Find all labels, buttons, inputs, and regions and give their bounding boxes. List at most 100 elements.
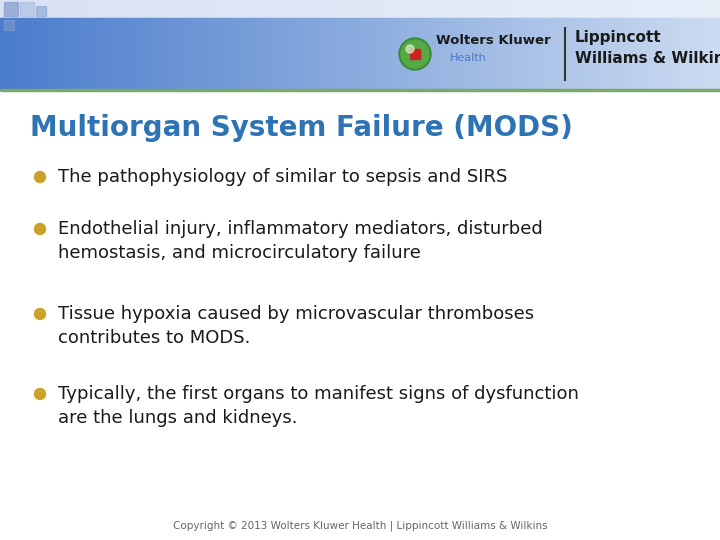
Bar <box>374 0 377 18</box>
Bar <box>271 0 274 18</box>
Bar <box>557 0 559 18</box>
Bar <box>497 18 500 90</box>
Circle shape <box>406 45 414 53</box>
Bar <box>29 0 32 18</box>
Bar <box>698 18 701 90</box>
Bar <box>94 0 96 18</box>
Bar <box>207 18 210 90</box>
Bar <box>156 18 159 90</box>
Bar <box>660 0 663 18</box>
Bar <box>185 18 188 90</box>
Bar <box>430 0 433 18</box>
Bar <box>322 18 325 90</box>
Bar <box>343 0 346 18</box>
Bar <box>96 0 99 18</box>
Bar <box>581 18 584 90</box>
Bar <box>367 0 370 18</box>
Bar <box>398 0 401 18</box>
Bar <box>27 0 30 18</box>
Bar <box>168 18 171 90</box>
Bar <box>502 18 505 90</box>
Bar <box>665 18 667 90</box>
Bar <box>14 18 17 90</box>
Bar <box>600 0 603 18</box>
Bar <box>533 0 536 18</box>
Bar <box>535 0 538 18</box>
Bar <box>115 18 118 90</box>
Bar <box>250 0 253 18</box>
Bar <box>456 0 459 18</box>
Bar <box>358 0 361 18</box>
Bar <box>106 18 109 90</box>
Bar <box>691 18 694 90</box>
Bar <box>297 0 300 18</box>
Bar <box>101 0 104 18</box>
Bar <box>77 0 80 18</box>
Bar <box>398 18 401 90</box>
Bar <box>531 18 534 90</box>
Bar <box>283 0 286 18</box>
Bar <box>79 18 82 90</box>
Bar <box>65 0 68 18</box>
Bar <box>91 18 94 90</box>
Bar <box>547 18 550 90</box>
Bar <box>192 0 195 18</box>
Bar <box>110 0 113 18</box>
Bar <box>12 18 15 90</box>
Bar <box>552 0 555 18</box>
Bar <box>202 18 204 90</box>
Bar <box>348 0 351 18</box>
Bar <box>127 18 130 90</box>
Bar <box>684 18 687 90</box>
Bar <box>670 18 672 90</box>
Bar <box>718 0 720 18</box>
Bar <box>41 0 44 18</box>
Bar <box>410 49 420 59</box>
Bar <box>223 0 226 18</box>
Bar <box>646 18 649 90</box>
Bar <box>675 18 678 90</box>
Bar <box>286 0 289 18</box>
Bar <box>456 18 459 90</box>
Bar <box>475 18 478 90</box>
Bar <box>391 18 394 90</box>
Bar <box>171 0 174 18</box>
Bar <box>223 18 226 90</box>
Bar <box>192 18 195 90</box>
Bar <box>324 18 327 90</box>
Bar <box>593 0 595 18</box>
Bar <box>290 0 293 18</box>
Bar <box>639 18 642 90</box>
Bar <box>67 18 70 90</box>
Bar <box>247 18 250 90</box>
Bar <box>99 18 102 90</box>
Bar <box>48 0 51 18</box>
Bar <box>497 0 500 18</box>
Bar <box>696 18 699 90</box>
Bar <box>12 0 15 18</box>
Bar <box>108 0 111 18</box>
Bar <box>343 18 346 90</box>
Bar <box>545 0 548 18</box>
Bar <box>477 18 480 90</box>
Bar <box>180 18 183 90</box>
Bar <box>504 0 507 18</box>
Bar <box>686 18 689 90</box>
Bar <box>146 0 149 18</box>
Bar <box>117 18 120 90</box>
Bar <box>86 18 89 90</box>
Bar <box>72 18 75 90</box>
Bar <box>22 0 24 18</box>
Bar <box>214 0 217 18</box>
Bar <box>305 18 307 90</box>
Bar <box>420 18 423 90</box>
Bar <box>595 0 598 18</box>
Bar <box>605 18 608 90</box>
Bar <box>549 18 552 90</box>
Bar <box>626 0 629 18</box>
Bar <box>142 18 145 90</box>
Bar <box>31 0 34 18</box>
Bar <box>423 18 426 90</box>
Bar <box>473 18 476 90</box>
Bar <box>178 0 181 18</box>
